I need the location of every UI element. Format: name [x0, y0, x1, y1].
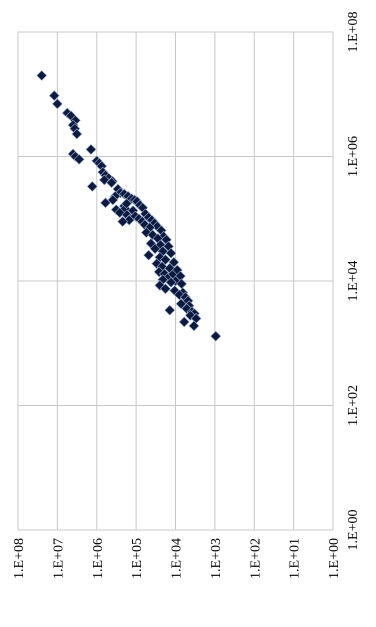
y-axis-tick-label: 1.E+00 [327, 538, 342, 579]
x-axis-tick-labels: 1.E+00 1.E+02 1.E+04 1.E+06 1.E+08 [346, 12, 361, 551]
data-point [169, 285, 181, 297]
data-point [184, 309, 196, 321]
data-point [51, 98, 63, 110]
data-point [175, 298, 187, 310]
data-point [173, 289, 185, 301]
data-point [85, 143, 97, 155]
data-point [149, 243, 161, 255]
data-point [154, 279, 166, 291]
y-axis-tick-label: 1.E+07 [51, 538, 66, 579]
data-point [48, 90, 60, 102]
data-point [100, 197, 111, 209]
y-axis-tick-label: 1.E+03 [209, 538, 224, 579]
data-point [73, 153, 85, 165]
data-point [164, 304, 176, 316]
data-point [106, 177, 118, 189]
x-axis-tick-label: 1.E+02 [346, 385, 361, 426]
y-axis-tick-label: 1.E+08 [12, 538, 27, 579]
x-axis-tick-label: 1.E+00 [346, 510, 361, 551]
y-axis-tick-label: 1.E+04 [170, 538, 185, 579]
y-axis-tick-label: 1.E+06 [91, 538, 106, 579]
data-point [117, 216, 129, 228]
data-point [160, 283, 171, 295]
data-point [165, 247, 177, 259]
data-point [210, 330, 222, 342]
data-point [188, 320, 200, 332]
data-point [153, 266, 165, 278]
data-point [143, 249, 155, 261]
data-point [36, 70, 48, 81]
x-axis-tick-label: 1.E+04 [346, 261, 361, 302]
data-point [165, 276, 177, 288]
data-point [86, 181, 98, 192]
y-axis-tick-labels: 1.E+08 1.E+07 1.E+06 1.E+05 1.E+04 1.E+03 1.E+… [12, 538, 342, 579]
data-point [178, 316, 190, 328]
x-axis-tick-label: 1.E+08 [346, 12, 361, 53]
data-points [36, 70, 222, 342]
x-axis-tick-label: 1.E+06 [346, 136, 361, 177]
data-point [151, 258, 163, 270]
data-point [71, 128, 83, 140]
y-axis-tick-label: 1.E+01 [288, 538, 303, 579]
data-point [98, 174, 110, 186]
data-point [121, 198, 132, 210]
y-axis-tick-label: 1.E+02 [248, 538, 263, 579]
y-axis-tick-label: 1.E+05 [130, 538, 145, 579]
